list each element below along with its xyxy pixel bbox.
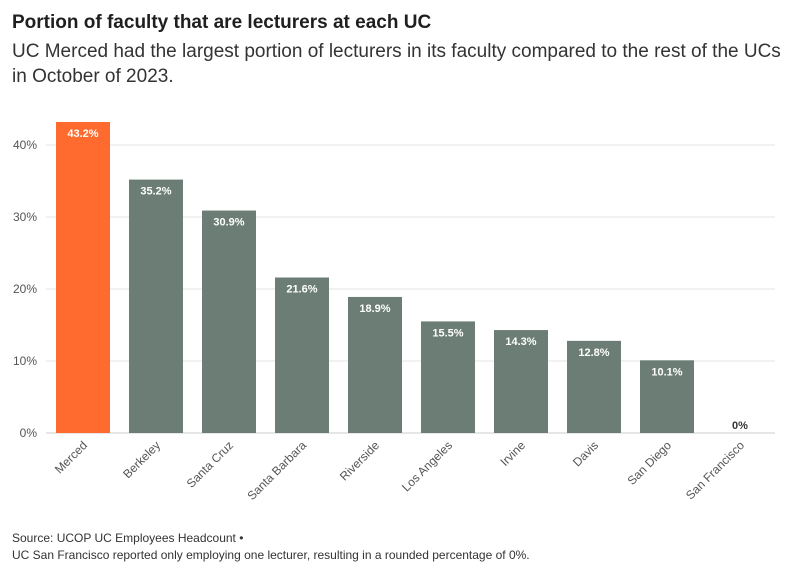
data-label: 35.2% [140,186,171,198]
bar-merced [56,122,110,433]
y-tick-label: 0% [20,426,38,440]
data-label: 43.2% [67,128,98,140]
x-tick-label: San Francisco [683,438,747,502]
bar-irvine [494,330,548,433]
bar-santa-barbara [275,277,329,433]
x-tick-label: Santa Cruz [184,438,236,490]
chart-title: Portion of faculty that are lecturers at… [12,12,432,33]
x-tick-label: Riverside [337,438,382,483]
x-tick-label: Berkeley [120,438,163,481]
x-tick-label: Irvine [497,438,528,469]
bar-los-angeles [421,321,475,433]
y-tick-label: 20% [13,282,37,296]
data-label: 0% [732,420,748,432]
bar-riverside [348,296,402,433]
data-label: 12.8% [578,347,609,359]
data-label: 15.5% [432,327,463,339]
footnote: UC San Francisco reported only employing… [12,548,530,562]
x-tick-label: San Diego [625,438,675,488]
data-label: 14.3% [505,336,536,348]
chart-subtitle: UC Merced had the largest portion of lec… [12,41,781,87]
data-label: 21.6% [286,284,317,296]
data-label: 10.1% [651,366,682,378]
x-tick-label: Davis [570,438,601,469]
bar-davis [567,340,621,433]
source-note: Source: UCOP UC Employees Headcount • [12,531,244,545]
bar-san-diego [640,360,694,433]
x-tick-label: Los Angeles [399,438,455,494]
x-tick-label: Merced [52,438,90,476]
y-tick-label: 40% [13,138,37,152]
chart-footer: Source: UCOP UC Employees Headcount • UC… [12,530,530,564]
data-label: 30.9% [213,217,244,229]
bar-berkeley [129,179,183,433]
data-label: 18.9% [359,303,390,315]
y-tick-label: 30% [13,210,37,224]
bar-santa-cruz [202,210,256,433]
x-tick-label: Santa Barbara [244,438,309,503]
y-tick-label: 10% [13,354,37,368]
